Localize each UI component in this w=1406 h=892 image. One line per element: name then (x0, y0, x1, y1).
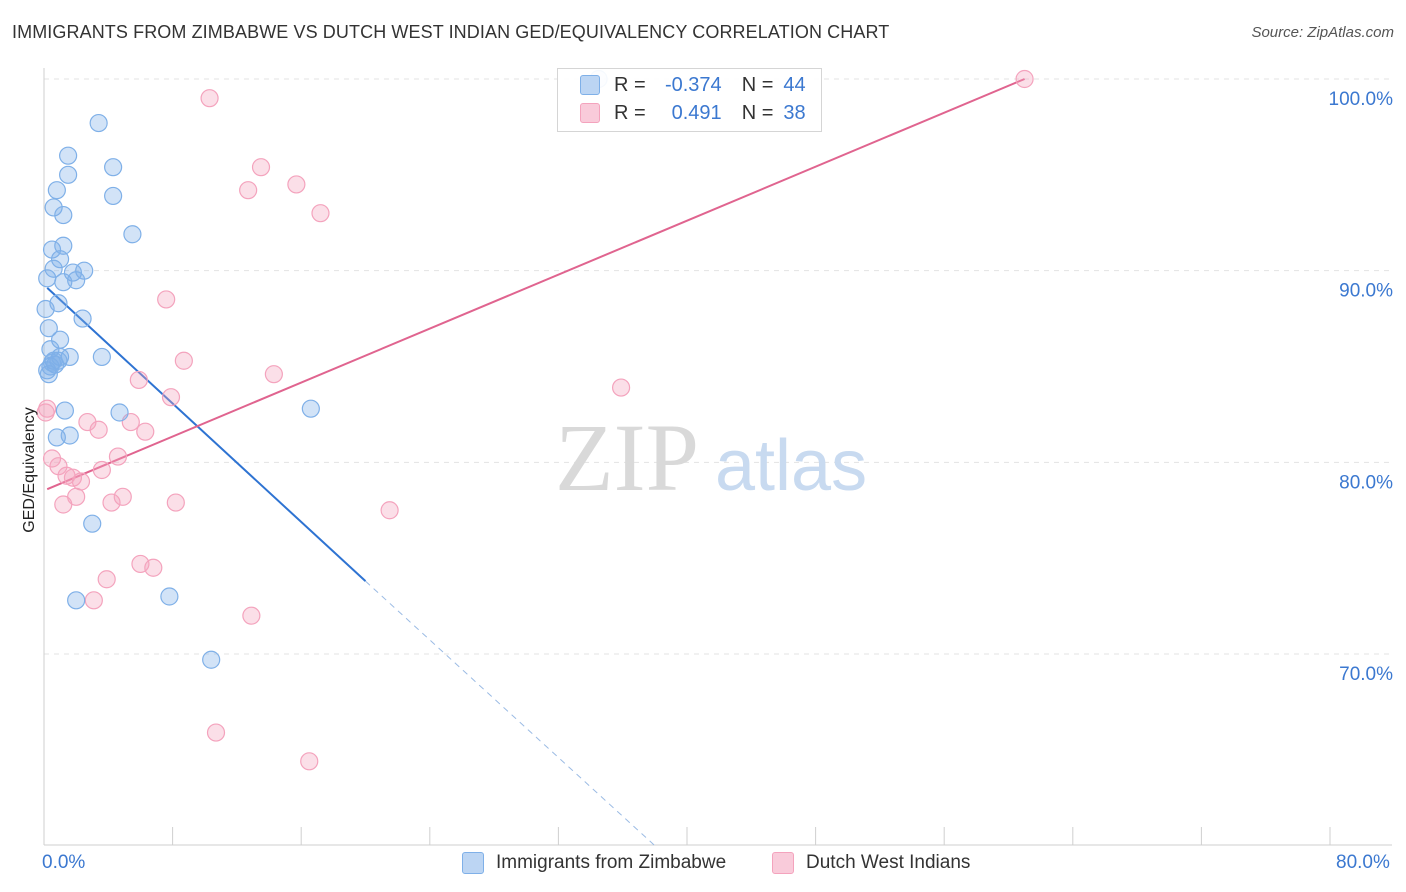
data-point-dutch-west-indians (287, 175, 306, 194)
data-point-dutch-west-indians (113, 487, 132, 506)
data-point-zimbabwe (202, 650, 221, 669)
trend-line-zimbabwe (46, 287, 367, 582)
trend-line-zimbabwe-extension (365, 580, 656, 847)
data-point-dutch-west-indians (157, 290, 176, 309)
trend-layer (46, 78, 1025, 847)
series-legend-zimbabwe: Immigrants from Zimbabwe (462, 852, 726, 874)
y-tick-label: 70.0% (1339, 664, 1393, 685)
data-point-dutch-west-indians (102, 493, 121, 512)
series-label-zimbabwe: Immigrants from Zimbabwe (496, 852, 727, 873)
data-point-zimbabwe (89, 113, 108, 133)
data-point-zimbabwe (44, 259, 63, 278)
legend-r-value-zimbabwe: -0.374 (664, 73, 722, 96)
series-swatch-dutch-west-indians (772, 852, 794, 874)
data-point-dutch-west-indians (108, 447, 128, 466)
data-point-zimbabwe (47, 181, 66, 200)
x-tick-label-min: 0.0% (42, 852, 86, 873)
data-point-dutch-west-indians (206, 723, 226, 742)
data-point-zimbabwe (54, 205, 73, 225)
data-point-dutch-west-indians (92, 460, 111, 480)
legend-r-value-dutch-west-indians: 0.491 (671, 101, 722, 124)
data-point-dutch-west-indians (36, 403, 55, 422)
data-point-zimbabwe (123, 225, 142, 244)
points-layer (36, 69, 1034, 771)
grid-layer (44, 78, 1392, 655)
data-point-zimbabwe (92, 347, 111, 367)
data-point-zimbabwe (104, 158, 123, 177)
data-point-dutch-west-indians (200, 89, 219, 108)
y-tick-labels: 70.0% 80.0% 90.0% 100.0% (1329, 89, 1394, 685)
data-point-dutch-west-indians (251, 158, 271, 177)
data-point-dutch-west-indians (54, 495, 73, 514)
data-point-zimbabwe (59, 165, 78, 184)
data-point-zimbabwe (104, 186, 123, 206)
data-point-zimbabwe (60, 426, 79, 445)
data-point-zimbabwe (83, 514, 102, 533)
data-point-dutch-west-indians (89, 420, 108, 439)
y-tick-label: 100.0% (1329, 89, 1394, 110)
series-label-dutch-west-indians: Dutch West Indians (806, 852, 971, 873)
data-point-dutch-west-indians (136, 422, 155, 441)
legend-n-label: N = (741, 73, 774, 96)
data-point-dutch-west-indians (300, 752, 319, 771)
data-point-dutch-west-indians (1015, 69, 1034, 89)
series-legend: Immigrants from Zimbabwe Dutch West Indi… (0, 852, 1406, 878)
data-point-zimbabwe (54, 236, 73, 255)
source-note: Source: ZipAtlas.com (1251, 24, 1394, 41)
y-tick-label: 90.0% (1339, 281, 1393, 302)
data-point-dutch-west-indians (166, 493, 185, 512)
data-point-dutch-west-indians (144, 558, 163, 577)
watermark: ZIP atlas (555, 404, 867, 511)
data-point-dutch-west-indians (380, 501, 399, 520)
data-point-zimbabwe (38, 269, 57, 288)
data-point-dutch-west-indians (57, 466, 76, 485)
series-legend-dutch-west-indians: Dutch West Indians (772, 852, 970, 874)
watermark-atlas: atlas (715, 426, 867, 506)
data-point-zimbabwe (39, 319, 58, 338)
data-point-dutch-west-indians (161, 388, 181, 407)
data-point-dutch-west-indians (239, 181, 258, 200)
data-point-zimbabwe (50, 250, 70, 269)
data-point-zimbabwe (67, 271, 86, 290)
correlation-legend: R = -0.374 N = 44 R = 0.491 N = 38 (557, 68, 822, 132)
data-point-dutch-west-indians (129, 370, 148, 390)
data-point-dutch-west-indians (311, 204, 330, 223)
data-point-dutch-west-indians (264, 365, 283, 384)
data-point-zimbabwe (55, 401, 74, 420)
legend-n-value-dutch-west-indians: 38 (783, 101, 806, 124)
data-point-dutch-west-indians (174, 351, 193, 370)
watermark-zip: ZIP (555, 404, 699, 511)
data-point-zimbabwe (73, 309, 92, 328)
series-swatch-zimbabwe (462, 852, 484, 874)
y-axis-label: GED/Equivalency (21, 407, 38, 533)
legend-swatch-dutch-west-indians (580, 103, 600, 123)
data-point-zimbabwe (160, 587, 179, 606)
y-tick-label: 80.0% (1339, 472, 1393, 493)
x-tick-label-max: 80.0% (1336, 852, 1390, 873)
chart-title: IMMIGRANTS FROM ZIMBABWE VS DUTCH WEST I… (12, 22, 890, 42)
data-point-zimbabwe (67, 591, 86, 610)
legend-swatch-zimbabwe (580, 75, 600, 95)
data-point-zimbabwe (59, 146, 78, 165)
data-point-dutch-west-indians (242, 606, 261, 625)
data-point-dutch-west-indians (84, 591, 103, 610)
legend-row-zimbabwe: R = -0.374 N = 44 (580, 73, 806, 97)
data-point-zimbabwe (301, 399, 320, 418)
data-point-zimbabwe (42, 353, 62, 372)
data-point-dutch-west-indians (611, 378, 631, 397)
legend-n-value-zimbabwe: 44 (783, 73, 806, 96)
data-point-zimbabwe (110, 403, 129, 422)
legend-r-label: R = (614, 101, 646, 124)
legend-n-label: N = (741, 101, 774, 124)
legend-r-label: R = (614, 73, 646, 96)
data-point-zimbabwe (44, 198, 63, 217)
data-point-zimbabwe (39, 365, 58, 384)
legend-row-dutch-west-indians: R = 0.491 N = 38 (580, 101, 806, 125)
data-point-dutch-west-indians (97, 570, 116, 589)
trend-line-dutch-west-indians (46, 78, 1025, 491)
data-point-zimbabwe (36, 299, 55, 319)
